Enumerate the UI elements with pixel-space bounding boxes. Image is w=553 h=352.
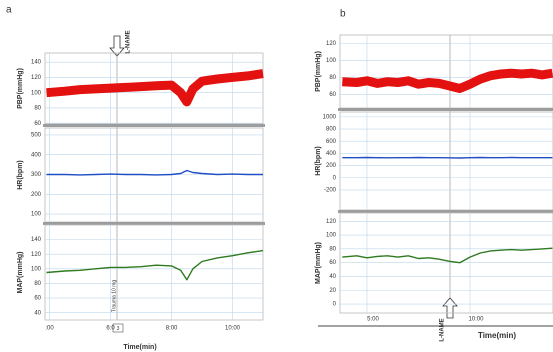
y-tick-label: 120 — [326, 219, 337, 225]
data-line — [46, 69, 264, 107]
y-tick-label: 80 — [329, 75, 336, 81]
y-tick-label: 40 — [34, 310, 41, 316]
y-axis-label: PBP(mmHg) — [17, 68, 24, 109]
panel-separator — [338, 210, 553, 213]
y-tick-label: 80 — [329, 246, 336, 252]
y-tick-label: 400 — [326, 151, 337, 157]
y-tick-label: -200 — [324, 187, 337, 193]
annotation: L-NAME — [440, 318, 446, 341]
data-line — [46, 169, 263, 176]
y-tick-label: 140 — [31, 237, 42, 243]
x-axis-label: Time(min) — [478, 331, 516, 340]
y-tick-label: 1000 — [323, 114, 337, 120]
y-tick-label: 140 — [31, 60, 42, 66]
y-tick-label: 100 — [326, 58, 337, 64]
y-tick-label: 80 — [34, 281, 41, 287]
panel-separator — [43, 124, 265, 127]
y-axis-label: HR(bpm) — [315, 146, 322, 176]
panel-frame — [339, 212, 553, 314]
y-axis-label: HR(bpm) — [17, 160, 24, 190]
annotation: 3 — [117, 326, 120, 332]
panel-separator — [43, 222, 265, 225]
y-tick-label: 120 — [31, 75, 42, 81]
panel-label: b — [340, 9, 346, 20]
x-tick-label: 10:00 — [225, 326, 241, 332]
arrow — [109, 35, 125, 57]
y-tick-label: 60 — [329, 260, 336, 266]
x-axis-label: Time(min) — [123, 344, 156, 351]
y-tick-label: 100 — [31, 266, 42, 272]
y-axis-label: PBP(mmHg) — [315, 51, 322, 92]
y-tick-label: 300 — [31, 172, 42, 178]
x-tick-label: 8:00 — [166, 326, 178, 332]
y-tick-label: 100 — [31, 212, 42, 218]
y-axis-label: MAP(mmHg) — [17, 252, 24, 294]
x-tick-label: 5:00 — [367, 317, 379, 323]
y-tick-label: 100 — [31, 90, 42, 96]
y-tick-label: 80 — [34, 106, 41, 112]
y-tick-label: 60 — [329, 92, 336, 98]
y-tick-label: 800 — [326, 127, 337, 133]
x-tick-label: 10:00 — [468, 317, 484, 323]
data-line — [46, 249, 264, 281]
y-tick-label: 0 — [333, 175, 337, 181]
y-tick-label: 100 — [326, 233, 337, 239]
x-tick-label: :00 — [45, 326, 54, 332]
panel-label: a — [6, 5, 12, 16]
data-line — [342, 156, 553, 159]
panel-frame — [44, 224, 264, 321]
y-tick-label: 20 — [329, 288, 336, 294]
y-tick-label: 0 — [333, 302, 337, 308]
y-tick-label: 200 — [326, 163, 337, 169]
panel-frame — [339, 111, 553, 211]
y-tick-label: 120 — [326, 41, 337, 47]
arrow — [442, 297, 458, 319]
x-tick-label: 6:0 — [106, 326, 115, 332]
data-line — [342, 247, 553, 264]
decorations — [109, 35, 553, 333]
y-tick-label: 600 — [326, 139, 337, 145]
y-tick-label: 60 — [34, 121, 41, 127]
annotation: Trauma 10 mg — [111, 280, 117, 313]
data-line — [342, 68, 553, 93]
marker-box — [112, 323, 124, 333]
y-tick-label: 400 — [31, 152, 42, 158]
y-tick-label: 120 — [31, 252, 42, 258]
panel-separator — [338, 108, 553, 111]
y-tick-label: 500 — [31, 133, 42, 139]
y-tick-label: 40 — [329, 274, 336, 280]
y-axis-label: MAP(mmHg) — [315, 242, 322, 284]
y-tick-label: 60 — [34, 296, 41, 302]
y-tick-label: 200 — [31, 192, 42, 198]
annotation: L-NAME — [126, 30, 132, 53]
